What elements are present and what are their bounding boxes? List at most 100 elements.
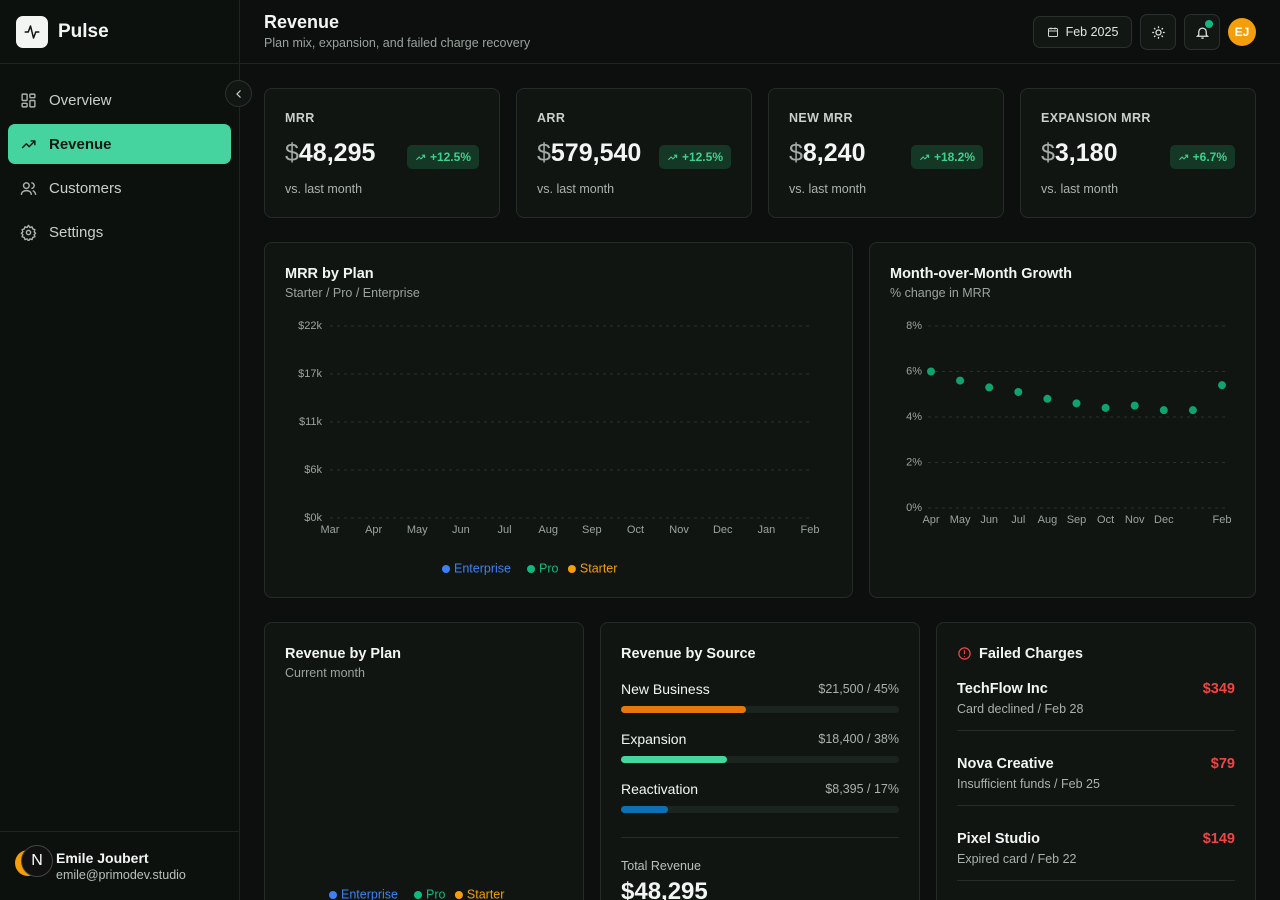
- nav-label: Customers: [49, 179, 122, 197]
- kpi-note: vs. last month: [789, 182, 867, 196]
- kpi-label: NEW MRR: [789, 111, 853, 125]
- kpi-number: 8,240: [802, 139, 866, 167]
- charge-name[interactable]: Pixel Studio: [957, 831, 1040, 847]
- nav-icon: [21, 139, 36, 149]
- x-tick-label: Jul: [1011, 514, 1025, 526]
- legend-label: Pro: [426, 887, 446, 900]
- kpi-number: 579,540: [550, 139, 642, 167]
- sidebar: Pulse Overview Revenue Customers Settings N…: [0, 0, 240, 900]
- kpi-card: MRR $48,295 +12.5% vs. last month: [264, 88, 500, 218]
- data-point: [1218, 381, 1226, 390]
- data-point: [956, 376, 965, 385]
- x-tick-label: Sep: [1067, 514, 1087, 526]
- x-tick-label: Aug: [1038, 514, 1058, 526]
- bar: [621, 806, 669, 813]
- x-tick-label: Oct: [627, 524, 644, 536]
- delta-text: +12.5%: [429, 150, 471, 164]
- collapse-button[interactable]: [225, 80, 252, 107]
- legend-swatch: [567, 565, 576, 573]
- legend-swatch: [442, 565, 450, 573]
- x-tick-label: May: [950, 514, 971, 526]
- chart-subtitle: Current month: [285, 666, 365, 680]
- trend-icon: [1178, 154, 1188, 160]
- charge-detail: Card declined / Feb 28: [957, 702, 1084, 716]
- data-point: [927, 367, 935, 376]
- kpi-label: ARR: [537, 111, 566, 125]
- data-point: [1043, 394, 1052, 403]
- y-tick-label: $17k: [298, 368, 322, 380]
- calendar-icon: [1047, 27, 1058, 37]
- theme-toggle[interactable]: [1140, 14, 1176, 50]
- plan-chart-card: Revenue by Plan Current month Enterprise…: [264, 622, 584, 900]
- divider: [621, 837, 899, 838]
- kpi-currency: $: [537, 139, 551, 167]
- kpi-number: 3,180: [1054, 139, 1118, 167]
- mrr-chart-card: MRR by Plan Starter / Pro / Enterprise $…: [264, 242, 853, 598]
- nav-item[interactable]: Overview: [8, 80, 231, 120]
- kpi-card: ARR $579,540 +12.5% vs. last month: [516, 88, 752, 218]
- page-subtitle: Plan mix, expansion, and failed charge r…: [264, 36, 531, 50]
- nav-label: Revenue: [49, 135, 112, 153]
- legend-swatch: [414, 891, 422, 899]
- chart-subtitle: Starter / Pro / Enterprise: [285, 286, 420, 300]
- chevron-icon: [235, 89, 241, 98]
- charge-name[interactable]: TechFlow Inc: [957, 681, 1048, 697]
- kpi-card: EXPANSION MRR $3,180 +6.7% vs. last month: [1020, 88, 1256, 218]
- user-name: Emile Joubert: [56, 850, 149, 866]
- source-name: New Business: [621, 681, 710, 697]
- y-tick-label: 8%: [906, 320, 922, 332]
- source-name: Reactivation: [621, 781, 699, 797]
- y-tick-label: 6%: [906, 365, 922, 377]
- divider: [0, 63, 239, 64]
- header-divider: [240, 63, 1280, 64]
- nav-item[interactable]: Customers: [8, 168, 231, 208]
- data-point: [1014, 387, 1023, 396]
- y-tick-label: $0k: [304, 512, 322, 524]
- date-picker[interactable]: Feb 2025: [1033, 16, 1132, 48]
- charge-name[interactable]: Nova Creative: [957, 756, 1054, 772]
- nav-icon: [21, 92, 36, 108]
- total-label: Total Revenue: [621, 859, 701, 873]
- notifications[interactable]: [1184, 14, 1220, 50]
- data-point: [1101, 403, 1110, 412]
- data-point: [1159, 406, 1168, 415]
- card-title: Failed Charges: [979, 646, 1083, 662]
- trend-icon: [415, 154, 426, 160]
- x-tick-label: May: [407, 524, 428, 536]
- nav-icon: [20, 224, 37, 241]
- x-tick-label: Jul: [498, 524, 512, 536]
- alert-icon: [958, 647, 971, 660]
- x-tick-label: Feb: [1213, 514, 1232, 526]
- charge-amount: $349: [1202, 681, 1235, 697]
- header-avatar[interactable]: EJ: [1228, 18, 1256, 46]
- divider: [957, 730, 1235, 731]
- source-value: $18,400 / 38%: [818, 732, 899, 746]
- legend-swatch: [329, 891, 337, 899]
- chart-title: Revenue by Plan: [285, 646, 402, 662]
- chart: $0k $6k $11k $17k $22k Mar Apr May Jun Jul Aug Sep O…: [298, 320, 820, 575]
- bar-track: [621, 706, 899, 713]
- divider: [957, 805, 1235, 806]
- source-name: Expansion: [621, 731, 687, 747]
- x-tick-label: Dec: [713, 524, 733, 536]
- sun-icon: [1151, 25, 1165, 39]
- source-value: $21,500 / 45%: [818, 682, 899, 696]
- brand: Pulse: [58, 21, 109, 42]
- logo: [16, 16, 48, 48]
- source-card: Revenue by Source Total Revenue $48,295 …: [600, 622, 920, 900]
- delta-text: +6.7%: [1192, 150, 1227, 164]
- y-tick-label: 0%: [906, 502, 922, 514]
- nav-item[interactable]: Settings: [8, 212, 231, 252]
- charge-detail: Insufficient funds / Feb 25: [957, 777, 1100, 791]
- kpi-delta: +12.5%: [658, 145, 731, 169]
- user-avatar[interactable]: N: [21, 845, 53, 877]
- legend-swatch: [454, 891, 463, 899]
- nav-item[interactable]: Revenue: [8, 124, 231, 164]
- kpi-value: $579,540: [537, 139, 641, 168]
- x-tick-label: Nov: [1125, 514, 1145, 526]
- nav-icon: [20, 181, 37, 195]
- x-tick-label: Aug: [538, 524, 558, 536]
- bar-track: [621, 806, 899, 813]
- x-tick-label: Feb: [801, 524, 820, 536]
